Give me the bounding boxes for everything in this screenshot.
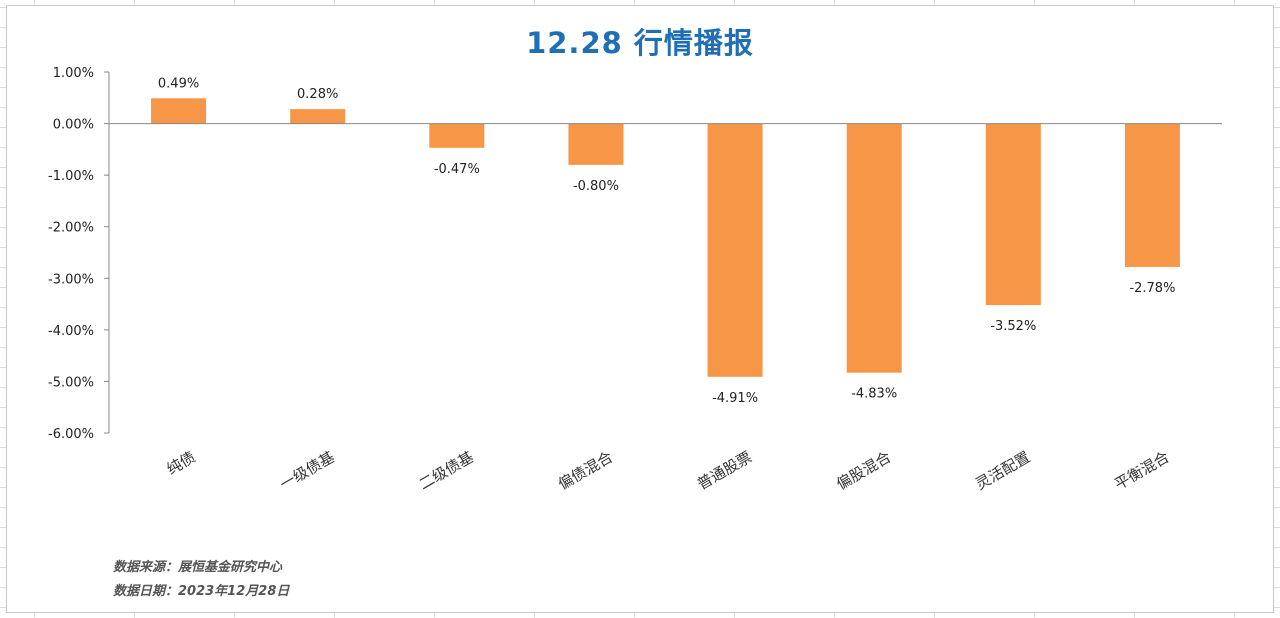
category-label: 二级债基	[416, 448, 477, 494]
y-tick-label: -2.00%	[48, 221, 94, 236]
data-source-note: 数据来源：展恒基金研究中心	[113, 560, 283, 575]
category-label: 纯债	[164, 448, 199, 479]
bar	[846, 123, 902, 373]
data-label: -2.78%	[1129, 281, 1175, 296]
category-label: 灵活配置	[972, 448, 1033, 494]
y-tick-label: 0.00%	[53, 118, 94, 133]
bar	[429, 123, 485, 148]
data-label: 0.28%	[297, 87, 338, 102]
y-tick-label: -3.00%	[48, 272, 94, 287]
data-label: -4.91%	[712, 391, 758, 406]
category-label: 偏股混合	[833, 448, 894, 494]
data-label: -0.47%	[434, 162, 480, 177]
data-label: 0.49%	[158, 76, 199, 91]
y-tick-label: -4.00%	[48, 324, 94, 339]
y-tick-label: -6.00%	[48, 427, 94, 442]
data-date-note: 数据日期：2023年12月28日	[113, 584, 290, 599]
bar	[707, 123, 763, 377]
category-label: 一级债基	[277, 448, 338, 494]
bar	[568, 123, 624, 165]
data-label: -4.83%	[851, 387, 897, 402]
category-label: 普通股票	[694, 448, 755, 494]
bar	[985, 123, 1041, 306]
category-label: 平衡混合	[1111, 448, 1172, 494]
y-tick-label: -1.00%	[48, 169, 94, 184]
bar	[1124, 123, 1180, 267]
y-tick-label: 1.00%	[53, 66, 94, 81]
bar	[151, 98, 207, 124]
y-tick-label: -5.00%	[48, 375, 94, 390]
data-label: -3.52%	[990, 319, 1036, 334]
chart-area[interactable]	[6, 5, 1274, 613]
category-label: 偏债混合	[555, 448, 616, 494]
chart-title: 12.28 行情播报	[526, 26, 754, 60]
bar	[290, 109, 346, 124]
data-label: -0.80%	[573, 179, 619, 194]
